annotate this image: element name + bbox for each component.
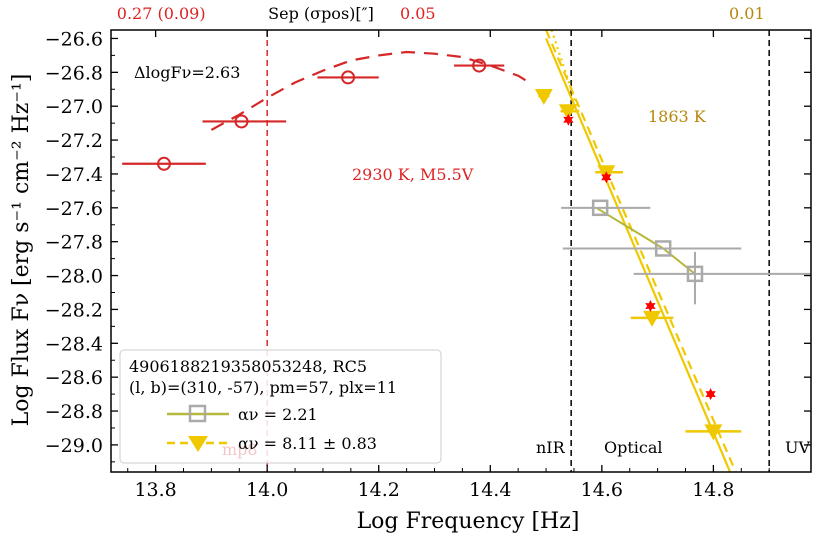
flare-temperature-label: 1863 K (648, 107, 707, 126)
flare-point-4 (704, 424, 723, 441)
band-label-nir: nIR (536, 438, 566, 457)
band-label-uv: UV (785, 438, 810, 457)
plot-area (122, 30, 811, 472)
top-tick-label-2: 0.01 (729, 4, 765, 23)
comparison-point-1 (654, 240, 672, 257)
photosphere-point-2 (341, 70, 356, 85)
y-tick-label-5: −27.6 (45, 198, 103, 220)
y-tick-label-2: −27.0 (45, 96, 103, 118)
legend: mp8 4906188219358053248, RC5 (l, b)=(310… (119, 349, 442, 464)
y-tick-label-12: −29.0 (45, 435, 103, 457)
y-tick-label-3: −27.2 (45, 130, 103, 152)
y-tick-label-8: −28.2 (45, 299, 103, 321)
x-tick-label-0: 13.8 (134, 479, 176, 501)
y-tick-label-6: −27.8 (45, 232, 103, 254)
photosphere-temperature-label: 2930 K, M5.5V (352, 165, 474, 184)
y-tick-label-9: −28.4 (45, 333, 103, 355)
y-tick-label-10: −28.6 (45, 367, 103, 389)
stellar-marker-1 (601, 171, 612, 184)
photosphere-model-curve (210, 50, 530, 131)
band-label-optical: Optical (604, 438, 663, 457)
stellar-marker-2 (645, 300, 656, 312)
top-tick-label-1: 0.05 (400, 4, 436, 23)
x-tick-label-1: 14.0 (246, 479, 288, 501)
faint-label: mp8 (222, 440, 258, 459)
photosphere-point-1 (234, 114, 249, 129)
top-axis-title: Sep (σpos)[″] (268, 4, 374, 23)
comparison-point-2 (686, 265, 704, 283)
stellar-marker-0 (563, 113, 574, 126)
legend-marker-square (188, 404, 207, 423)
stellar-marker-3 (705, 388, 716, 401)
y-tick-label-1: −26.8 (45, 62, 103, 84)
legend-entry-2: αν = 8.11 ± 0.83 (238, 434, 377, 453)
delta-flux-annotation: ΔlogFν=2.63 (134, 63, 240, 82)
legend-entry-1: αν = 2.21 (238, 405, 318, 424)
y-tick-label-0: −26.6 (45, 28, 103, 50)
plot-layer: 13.8 14.0 14.2 14.4 14.6 14.8 −26.6 −26.8 −27.0 −… (45, 4, 811, 501)
x-axis-label: Log Frequency [Hz] (357, 509, 580, 534)
legend-marker-triangle (188, 436, 208, 452)
legend-box (119, 349, 442, 464)
y-tick-label-4: −27.4 (45, 164, 103, 186)
x-tick-label-3: 14.4 (469, 479, 511, 501)
y-tick-label-11: −28.8 (45, 401, 103, 423)
x-tick-label-4: 14.6 (581, 479, 623, 501)
y-axis-label: Log Flux Fν [erg s⁻¹ cm⁻² Hz⁻¹] (9, 74, 34, 427)
x-tick-label-5: 14.8 (692, 479, 734, 501)
legend-title-line1: 4906188219358053248, RC5 (129, 357, 367, 376)
top-tick-label-0: 0.27 (0.09) (117, 4, 206, 23)
x-tick-label-2: 14.2 (358, 479, 400, 501)
flare-fit-line-dashed (545, 30, 737, 472)
plot-frame (110, 29, 812, 473)
photosphere-point-3 (472, 58, 487, 73)
flare-point-0 (534, 89, 553, 106)
comparison-point-0 (591, 199, 609, 217)
flare-point-3 (643, 310, 662, 327)
photosphere-point-0 (156, 156, 171, 171)
legend-title-line2: (l, b)=(310, -57), pm=57, plx=11 (129, 378, 397, 397)
y-tick-label-7: −28.0 (45, 266, 103, 288)
flare-point-1 (558, 104, 577, 121)
